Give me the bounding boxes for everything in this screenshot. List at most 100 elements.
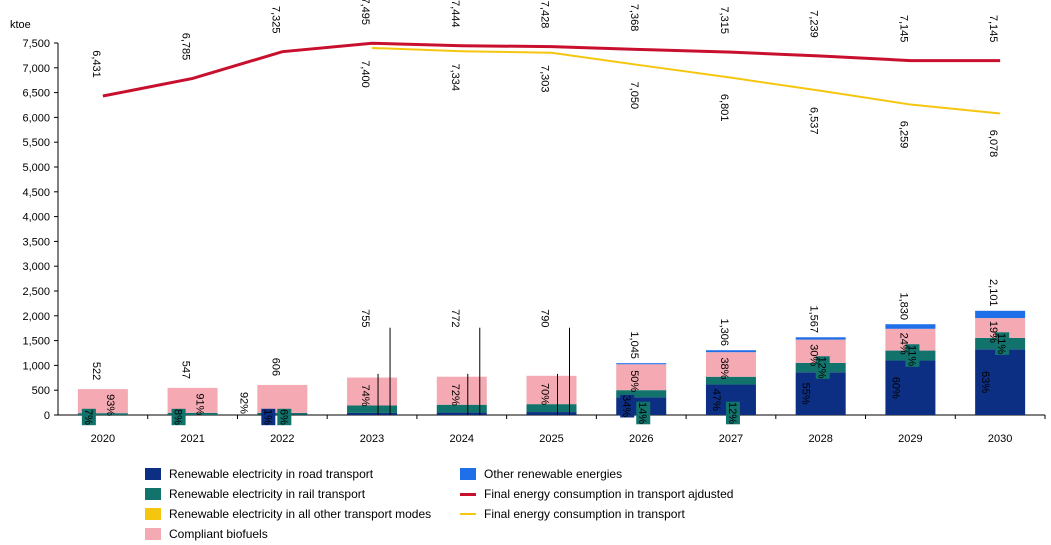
y-tick-label: 1,500 xyxy=(22,336,50,348)
share-label-bg xyxy=(636,401,651,425)
bar-total-label: 606 xyxy=(269,358,281,376)
share-label-group: 12% xyxy=(725,401,740,425)
share-label-group: 47% xyxy=(709,388,724,412)
line-data-label: 7,145 xyxy=(897,15,909,43)
share-label: 19% xyxy=(987,321,999,343)
line-data-label: 6,801 xyxy=(718,94,730,122)
y-tick-label: 5,500 xyxy=(22,137,50,149)
share-label-group: 14% xyxy=(636,401,651,425)
bar-total-label-group: 547 xyxy=(180,361,192,379)
bar-total-label: 522 xyxy=(90,362,102,380)
share-label-bg xyxy=(889,376,904,400)
share-label-group: 60% xyxy=(889,376,904,400)
line-data-label: 7,400 xyxy=(359,60,371,88)
line-data-label: 7,239 xyxy=(808,10,820,38)
share-label-group: 74% xyxy=(359,384,371,406)
stacked-bar-line-chart: ktoe 0 500 1,000 1,500 2,000 2,500 3,000 3,500 4… xyxy=(10,0,1046,445)
legend-label-other-modes: Renewable electricity in all other trans… xyxy=(169,507,432,521)
share-label-bg xyxy=(709,388,724,412)
y-tick-label: 1,000 xyxy=(22,360,50,372)
line-data-label: 7,334 xyxy=(449,63,461,91)
x-tick-label: 2030 xyxy=(988,433,1012,445)
share-label: 1% xyxy=(261,409,273,425)
bar-total-label-group: 2,101 xyxy=(987,279,999,307)
bar-total-label-group: 522 xyxy=(90,362,102,380)
bar-segment xyxy=(616,390,667,398)
share-label: 11% xyxy=(995,333,1007,354)
share-label: 14% xyxy=(636,402,648,424)
line-data-label: 7,050 xyxy=(628,82,640,110)
legend-label-adjusted: Final energy consumption in transport aj… xyxy=(484,487,734,501)
line-data-label: 6,431 xyxy=(90,50,102,78)
share-label-group: 72% xyxy=(449,384,461,406)
share-label-bg xyxy=(725,401,740,425)
line-data-label-group: 7,303 xyxy=(539,65,551,93)
share-label-group: 24% xyxy=(897,333,909,355)
line-data-label-group: 7,325 xyxy=(269,6,281,34)
bar-total-label: 2,101 xyxy=(987,279,999,307)
series-line xyxy=(372,46,1001,115)
bar-segment xyxy=(616,364,667,391)
share-label-group: 11% xyxy=(905,344,920,367)
y-tick-label: 2,500 xyxy=(22,286,50,298)
line-data-label-group: 7,145 xyxy=(987,15,999,43)
share-label: 11% xyxy=(905,345,917,366)
bar-segment xyxy=(257,384,308,413)
legend-label-road: Renewable electricity in road transport xyxy=(169,467,374,481)
share-label-group: 30% xyxy=(808,344,820,366)
share-label-group: 92% xyxy=(237,392,249,414)
bar-segment xyxy=(705,376,756,385)
bar-segment xyxy=(885,324,936,329)
line-data-label: 7,303 xyxy=(539,65,551,93)
y-tick-label: 2,000 xyxy=(22,311,50,323)
y-tick-label: 3,500 xyxy=(22,236,50,248)
axes: 0 500 1,000 1,500 2,000 2,500 3,000 3,500 4,000 4… xyxy=(22,38,1046,445)
x-tick-label: 2028 xyxy=(808,433,832,445)
bar-total-label: 790 xyxy=(539,309,551,327)
bar-total-label-group: 790 xyxy=(539,309,551,327)
share-label-group: 70% xyxy=(539,383,551,405)
bar-segment xyxy=(616,363,667,365)
bar-segment xyxy=(526,375,577,405)
line-data-label-group: 6,785 xyxy=(180,33,192,61)
legend-swatch-other-modes xyxy=(145,508,161,520)
share-label: 91% xyxy=(194,393,206,415)
line-data-label: 6,537 xyxy=(808,107,820,135)
share-label: 55% xyxy=(800,383,812,405)
share-label-bg xyxy=(905,344,920,367)
y-tick-label: 7,000 xyxy=(22,63,50,75)
x-tick-label: 2027 xyxy=(719,433,743,445)
line-data-label: 7,145 xyxy=(987,15,999,43)
line-series-group xyxy=(102,41,1001,115)
x-tick-label: 2020 xyxy=(91,433,115,445)
share-label-group: 38% xyxy=(718,357,730,379)
legend-label-other-renewables: Other renewable energies xyxy=(484,467,623,481)
legend-line-consumption xyxy=(460,513,476,515)
line-data-label-group: 7,145 xyxy=(897,15,909,43)
bar-segment xyxy=(705,350,756,353)
bar-total-label: 1,045 xyxy=(628,331,640,359)
y-tick-label: 5,000 xyxy=(22,162,50,174)
bar-segment xyxy=(975,318,1026,338)
share-label: 63% xyxy=(979,371,991,393)
x-tick-label: 2024 xyxy=(450,433,474,445)
share-label-group: 11% xyxy=(995,332,1010,355)
share-label-bg xyxy=(995,332,1010,355)
line-data-label: 6,259 xyxy=(897,121,909,149)
bar-segment xyxy=(436,376,487,405)
line-data-label-group: 7,315 xyxy=(718,6,730,34)
legend-item-biofuels: Compliant biofuels xyxy=(145,526,268,542)
y-tick-label: 4,000 xyxy=(22,212,50,224)
bar-total-label-group: 1,567 xyxy=(808,306,820,334)
y-tick-label: 500 xyxy=(32,385,50,397)
x-tick-label: 2022 xyxy=(270,433,294,445)
line-data-label: 7,444 xyxy=(449,0,461,28)
legend-item-road: Renewable electricity in road transport xyxy=(145,466,373,482)
line-data-label: 6,078 xyxy=(987,130,999,158)
line-data-label-group: 7,368 xyxy=(628,4,640,32)
legend-swatch-road xyxy=(145,468,161,480)
bar-total-label: 772 xyxy=(449,309,461,327)
line-data-label-group: 6,801 xyxy=(718,94,730,122)
bar-total-label-group: 755 xyxy=(359,309,371,327)
legend-item-rail: Renewable electricity in rail transport xyxy=(145,486,365,502)
